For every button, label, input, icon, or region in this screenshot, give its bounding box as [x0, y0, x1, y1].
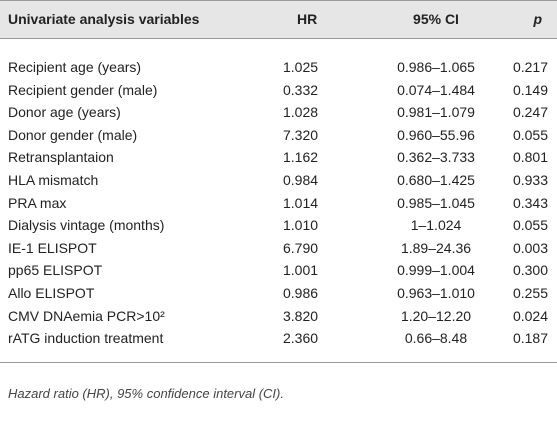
hazard-ratio: 0.984 [283, 172, 319, 188]
confidence-interval: 0.362–3.733 [397, 149, 475, 166]
p-value: 0.300 [512, 262, 548, 279]
p-value: 0.247 [512, 104, 548, 121]
p-value: 0.024 [512, 307, 548, 324]
p-value: 0.149 [512, 81, 548, 98]
variable-name: Donor gender (male) [8, 126, 138, 143]
p-value: 0.217 [512, 59, 548, 75]
top-rule [0, 0, 557, 1]
confidence-interval: 0.680–1.425 [397, 172, 475, 188]
confidence-interval: 0.985–1.045 [397, 194, 475, 211]
confidence-interval: 0.986–1.065 [397, 59, 475, 75]
hazard-ratio: 6.790 [283, 239, 319, 256]
hazard-ratio: 7.320 [283, 126, 319, 143]
header-rule [0, 38, 557, 39]
hazard-ratio: 2.360 [283, 330, 319, 347]
hazard-ratio: 1.025 [283, 59, 319, 75]
p-value: 0.187 [512, 330, 548, 347]
confidence-interval: 0.963–1.010 [397, 285, 475, 301]
hazard-ratio: 1.028 [283, 104, 319, 121]
p-value: 0.255 [512, 285, 548, 301]
variable-name: CMV DNAemia PCR>10² [8, 307, 165, 324]
variable-name: Donor age (years) [8, 104, 121, 121]
column-header: 95% CI [413, 11, 459, 27]
confidence-interval: 0.981–1.079 [397, 104, 475, 121]
variable-name: IE-1 ELISPOT [8, 239, 97, 256]
confidence-interval: 0.960–55.96 [397, 126, 475, 143]
confidence-interval: 0.074–1.484 [397, 81, 475, 98]
p-value: 0.055 [512, 126, 548, 143]
hazard-ratio: 1.010 [283, 217, 319, 234]
hazard-ratio: 0.986 [283, 285, 319, 301]
variable-name: HLA mismatch [8, 172, 99, 188]
hazard-ratio: 0.332 [283, 81, 319, 98]
variable-name: rATG induction treatment [8, 330, 164, 347]
p-value: 0.801 [512, 149, 548, 166]
p-value: 0.055 [512, 217, 548, 234]
variable-name: Recipient gender (male) [8, 81, 158, 98]
confidence-interval: 1.20–12.20 [400, 307, 472, 324]
variable-name: Recipient age (years) [8, 59, 142, 75]
variable-name: Allo ELISPOT [8, 285, 95, 301]
column-header: Univariate analysis variables [8, 11, 200, 27]
hazard-ratio: 3.820 [283, 307, 319, 324]
header-background [0, 0, 557, 38]
hazard-ratio: 1.014 [283, 194, 319, 211]
p-value: 0.003 [512, 239, 548, 256]
confidence-interval: 0.66–8.48 [404, 330, 468, 347]
hazard-ratio: 1.162 [283, 149, 319, 166]
confidence-interval: 1–1.024 [410, 217, 462, 234]
variable-name: PRA max [8, 194, 67, 211]
column-header: p [533, 11, 542, 27]
variable-name: pp65 ELISPOT [8, 262, 103, 279]
p-value: 0.933 [512, 172, 548, 188]
variable-name: Dialysis vintage (months) [8, 217, 165, 234]
confidence-interval: 0.999–1.004 [397, 262, 475, 279]
confidence-interval: 1.89–24.36 [400, 239, 472, 256]
bottom-rule [0, 362, 557, 363]
column-header: HR [297, 11, 318, 27]
hazard-ratio: 1.001 [283, 262, 319, 279]
variable-name: Retransplantaion [8, 149, 114, 166]
footnote: Hazard ratio (HR), 95% confidence interv… [8, 386, 284, 401]
p-value: 0.343 [512, 194, 548, 211]
